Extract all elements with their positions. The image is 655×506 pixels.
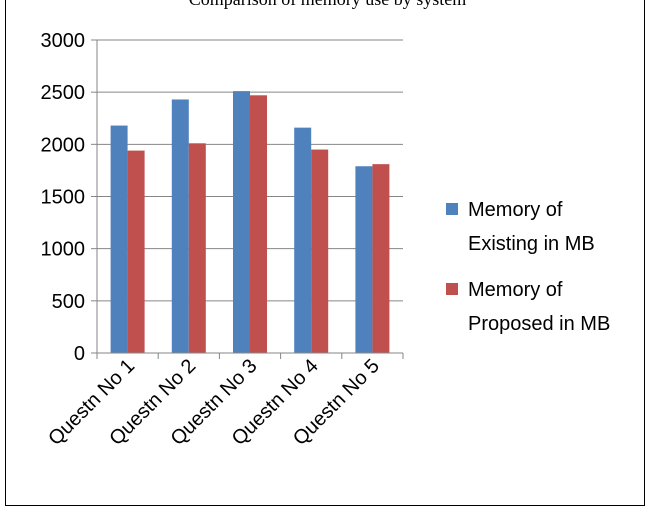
bar — [188, 143, 206, 353]
bar — [127, 150, 145, 353]
bar — [250, 95, 267, 354]
y-tick-label: 1000 — [41, 239, 86, 261]
legend: Memory of Existing in MB Memory of Proposed… — [446, 199, 610, 335]
bar — [294, 127, 312, 353]
bars — [110, 91, 390, 354]
bar — [372, 164, 390, 353]
legend-label: Memory of — [468, 199, 563, 221]
y-tick-labels: 0 500 1000 1500 2000 2500 3000 — [41, 30, 86, 365]
bar — [355, 166, 373, 353]
chart-caption: Comparison of memory use by system — [0, 0, 655, 10]
legend-label: Existing in MB — [468, 233, 595, 255]
bar — [171, 99, 189, 353]
bar — [311, 149, 329, 353]
bar — [110, 125, 128, 353]
legend-swatch — [446, 203, 458, 215]
y-tick-label: 500 — [52, 291, 85, 313]
y-tick-label: 3000 — [41, 30, 86, 52]
y-tick-label: 0 — [74, 343, 85, 365]
axes — [91, 39, 404, 359]
y-tick-label: 2500 — [41, 82, 86, 104]
legend-label: Proposed in MB — [468, 313, 610, 335]
y-tick-label: 1500 — [41, 187, 86, 209]
bar — [233, 91, 250, 353]
y-tick-label: 2000 — [41, 134, 86, 156]
legend-swatch — [446, 283, 458, 295]
legend-label: Memory of — [468, 279, 563, 301]
